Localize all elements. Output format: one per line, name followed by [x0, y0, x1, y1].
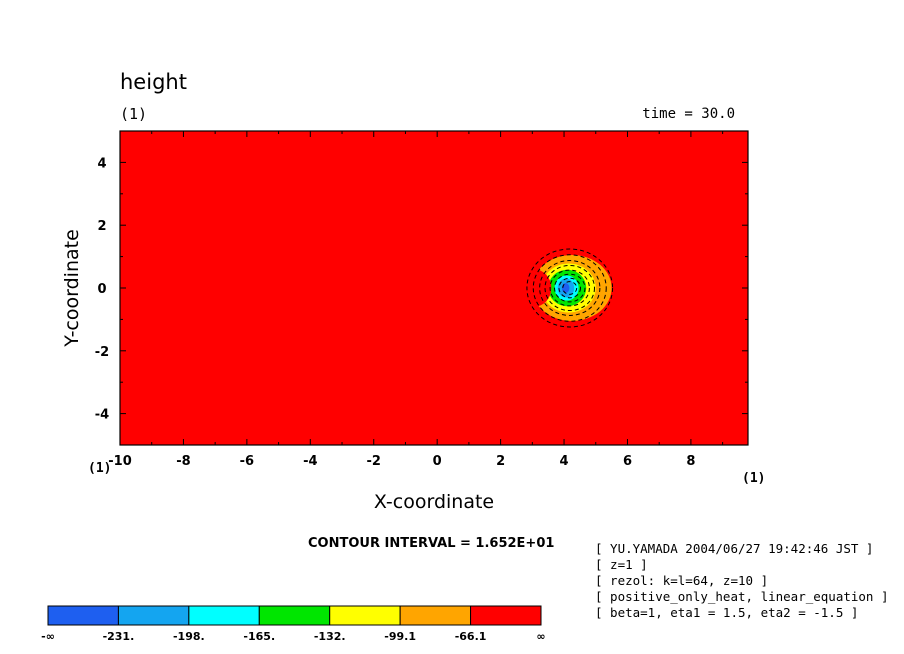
- contour-line: [526, 248, 614, 328]
- contour-line: [562, 281, 578, 295]
- colorbar: [47, 605, 542, 626]
- colorbar-label: -165.: [243, 630, 275, 643]
- x-tick-label: -2: [367, 454, 381, 469]
- colorbar-swatch: [188, 605, 260, 626]
- y-axis-label: Y-coordinate: [61, 229, 83, 348]
- y-tick-label: -4: [95, 408, 109, 423]
- contour-fill-level: [561, 282, 570, 294]
- chart-title: height: [120, 70, 187, 94]
- contour-line: [532, 254, 607, 322]
- x-tick-label: 8: [686, 454, 695, 469]
- contour-line: [539, 260, 601, 316]
- colorbar-label: -∞: [41, 630, 55, 643]
- time-label: time = 30.0: [642, 106, 735, 122]
- contour-feature: [516, 248, 614, 328]
- colorbar-swatch: [399, 605, 472, 626]
- colorbar-label: ∞: [536, 630, 545, 643]
- x-tick-label: -4: [303, 454, 317, 469]
- colorbar-swatch: [258, 605, 331, 626]
- colorbar-swatch: [47, 605, 119, 626]
- y-tick-label: 4: [97, 156, 106, 171]
- contour-notch: [516, 269, 552, 307]
- contour-line: [544, 264, 595, 312]
- info-line: [ YU.YAMADA 2004/06/27 19:42:46 JST ]: [595, 541, 873, 556]
- colorbar-swatch: [329, 605, 401, 626]
- colorbar-label: -132.: [314, 630, 346, 643]
- x-tick-label: -8: [176, 454, 190, 469]
- contour-line: [549, 269, 590, 307]
- plot-area: -10 -8 -6 -4 -2 0 2 4 6 8 4 2 0 -2 -4: [95, 130, 749, 469]
- y-ticks: 4 2 0 -2 -4: [95, 130, 748, 446]
- x-tick-label: -6: [240, 454, 254, 469]
- contour-line: [554, 273, 586, 303]
- x-unit-label: (1): [742, 471, 765, 486]
- colorbar-swatch: [117, 605, 190, 626]
- colorbar-label: -99.1: [384, 630, 416, 643]
- info-line: [ z=1 ]: [595, 557, 648, 572]
- x-tick-label: 0: [433, 454, 442, 469]
- contour-interval: CONTOUR INTERVAL = 1.652E+01: [308, 536, 554, 551]
- info-line: [ beta=1, eta1 = 1.5, eta2 = -1.5 ]: [595, 605, 858, 620]
- y-unit-label: (1): [88, 461, 111, 476]
- x-tick-label: 6: [623, 454, 632, 469]
- info-block: [ YU.YAMADA 2004/06/27 19:42:46 JST ] [ …: [595, 541, 889, 620]
- x-axis-label: X-coordinate: [374, 491, 494, 513]
- colorbar-label: -66.1: [455, 630, 487, 643]
- contour-line: [558, 277, 582, 299]
- x-tick-label: -10: [108, 454, 132, 469]
- x-ticks: -10 -8 -6 -4 -2 0 2 4 6 8: [108, 131, 724, 469]
- field-background: [120, 131, 748, 445]
- x-tick-label: 4: [560, 454, 569, 469]
- panel-label: (1): [120, 105, 147, 123]
- x-tick-label: 2: [496, 454, 505, 469]
- y-tick-label: -2: [95, 345, 109, 360]
- y-tick-label: 2: [97, 219, 106, 234]
- colorbar-swatch: [470, 605, 542, 626]
- info-line: [ positive_only_heat, linear_equation ]: [595, 589, 889, 604]
- info-line: [ rezol: k=l=64, z=10 ]: [595, 573, 768, 588]
- colorbar-labels: -∞ -231. -198. -165. -132. -99.1 -66.1 ∞: [41, 630, 545, 643]
- colorbar-label: -198.: [173, 630, 205, 643]
- y-tick-label: 0: [97, 282, 106, 297]
- colorbar-label: -231.: [103, 630, 135, 643]
